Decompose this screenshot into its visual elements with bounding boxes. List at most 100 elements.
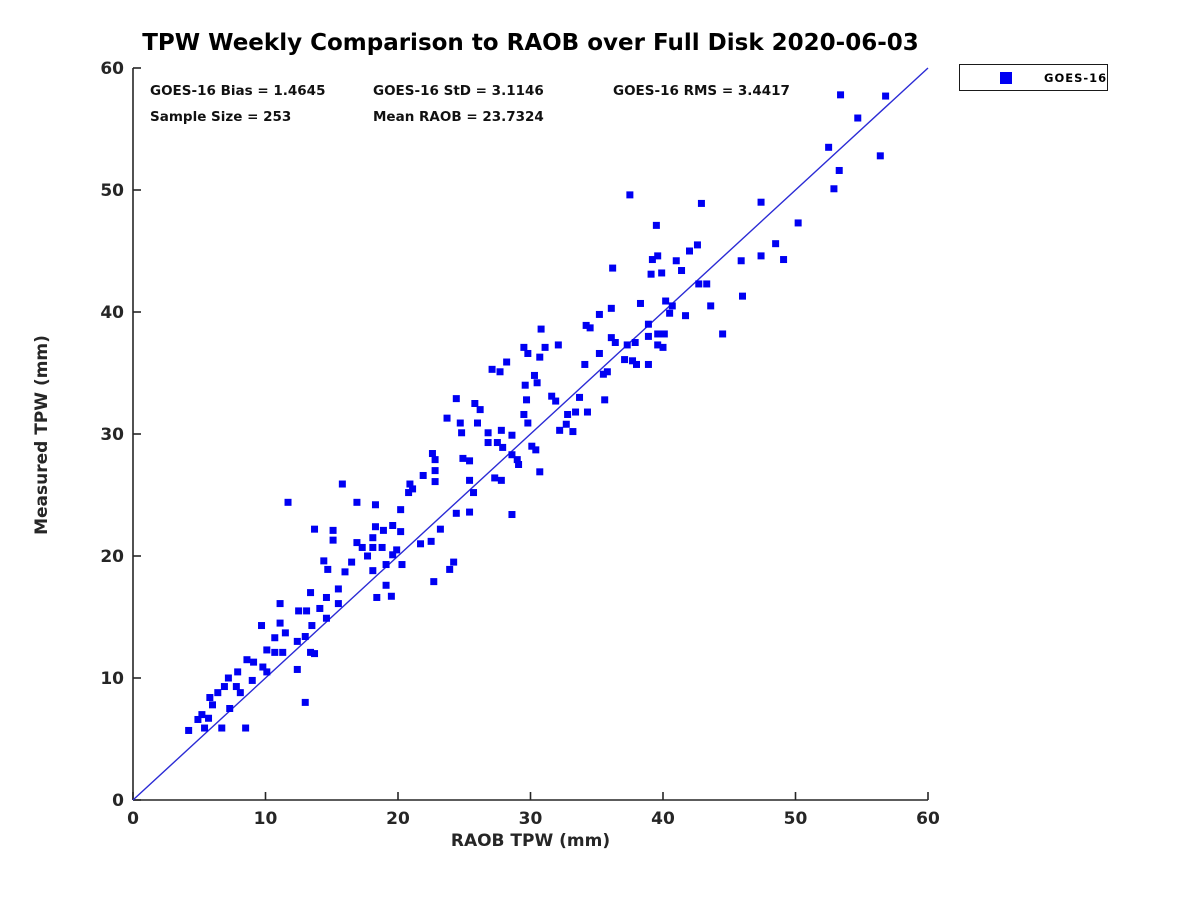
scatter-point (654, 341, 662, 349)
scatter-point (369, 543, 377, 551)
scatter-point (341, 568, 349, 576)
scatter-point (456, 419, 464, 427)
scatter-point (338, 480, 346, 488)
scatter-point (672, 257, 680, 265)
scatter-point (554, 341, 562, 349)
scatter-point (284, 498, 292, 506)
scatter-point (232, 683, 240, 691)
scatter-point (603, 368, 611, 376)
scatter-point (430, 578, 438, 586)
scatter-point (303, 607, 311, 615)
scatter-point (334, 585, 342, 593)
scatter-point (508, 511, 516, 519)
scatter-point (633, 360, 640, 368)
scatter-point (371, 501, 379, 509)
scatter-point (194, 715, 202, 723)
scatter-point (629, 357, 637, 365)
x-tick-label: 50 (784, 809, 808, 829)
scatter-point (533, 379, 541, 387)
scatter-point (682, 312, 690, 320)
scatter-point (301, 698, 309, 706)
scatter-point (405, 489, 413, 497)
scatter-point (324, 565, 332, 573)
scatter-point (263, 668, 271, 676)
scatter-point (515, 461, 523, 468)
y-tick-label: 50 (100, 181, 124, 201)
scatter-point (654, 252, 662, 260)
scatter-point (581, 360, 589, 368)
scatter-point (353, 498, 361, 506)
scatter-point (450, 558, 458, 566)
scatter-point (322, 614, 330, 622)
scatter-point (417, 540, 425, 548)
scatter-point (520, 343, 528, 351)
scatter-point (572, 408, 580, 416)
scatter-point (311, 525, 319, 533)
scatter-point (389, 551, 397, 559)
scatter-point (837, 91, 845, 99)
scatter-point (378, 543, 386, 551)
scatter-point (636, 299, 644, 307)
scatter-point (662, 297, 670, 305)
scatter-point (595, 310, 603, 318)
legend-series-label: GOES-16 (1044, 70, 1108, 85)
scatter-point (427, 537, 435, 545)
scatter-point (276, 600, 284, 608)
scatter-point (382, 581, 390, 589)
scatter-point (389, 522, 397, 529)
scatter-point (452, 509, 460, 517)
scatter-point (393, 546, 401, 554)
scatter-point (520, 410, 528, 418)
scatter-point (530, 371, 538, 379)
scatter-point (185, 726, 193, 734)
scatter-point (693, 241, 701, 249)
legend-marker-square-icon (1000, 71, 1012, 84)
scatter-point (523, 396, 531, 404)
scatter-point (279, 648, 287, 656)
scatter-point (293, 637, 301, 645)
scatter-point (234, 668, 242, 676)
legend-box: GOES-16 (959, 64, 1108, 91)
scatter-point (397, 506, 405, 514)
scatter-point (271, 648, 279, 656)
y-tick-label: 0 (112, 791, 124, 811)
y-tick-label: 30 (100, 425, 124, 445)
scatter-point (431, 456, 439, 464)
scatter-point (772, 240, 780, 248)
scatter-point (293, 665, 301, 673)
scatter-point (484, 439, 492, 447)
scatter-point (659, 343, 667, 351)
scatter-point (488, 365, 496, 373)
scatter-point (695, 280, 703, 288)
scatter-point (220, 683, 228, 691)
scatter-point (329, 526, 337, 534)
scatter-point (353, 539, 361, 547)
scatter-point (301, 633, 309, 641)
scatter-point (830, 185, 838, 193)
scatter-point (757, 198, 765, 206)
scatter-point (497, 426, 505, 434)
scatter-point (586, 324, 594, 332)
scatter-point (466, 457, 474, 465)
scatter-point (369, 534, 377, 542)
scatter-point (329, 536, 337, 544)
scatter-point (876, 152, 884, 160)
scatter-point (209, 701, 216, 709)
scatter-point (678, 267, 686, 275)
scatter-point (397, 528, 405, 536)
scatter-point (409, 485, 417, 493)
scatter-point (686, 247, 693, 255)
scatter-point (562, 420, 570, 428)
scatter-point (379, 526, 387, 534)
x-tick-label: 20 (386, 809, 410, 829)
scatter-point (387, 592, 395, 600)
scatter-point (528, 442, 536, 450)
stat-sample-size-text: Sample Size = 253 (150, 109, 292, 125)
stat-mean-raob-text: Mean RAOB = 23.7324 (373, 109, 544, 125)
scatter-point (466, 508, 474, 516)
y-tick-label: 20 (100, 547, 124, 567)
scatter-point (703, 280, 711, 288)
scatter-point (631, 339, 639, 346)
scatter-point (697, 199, 705, 207)
